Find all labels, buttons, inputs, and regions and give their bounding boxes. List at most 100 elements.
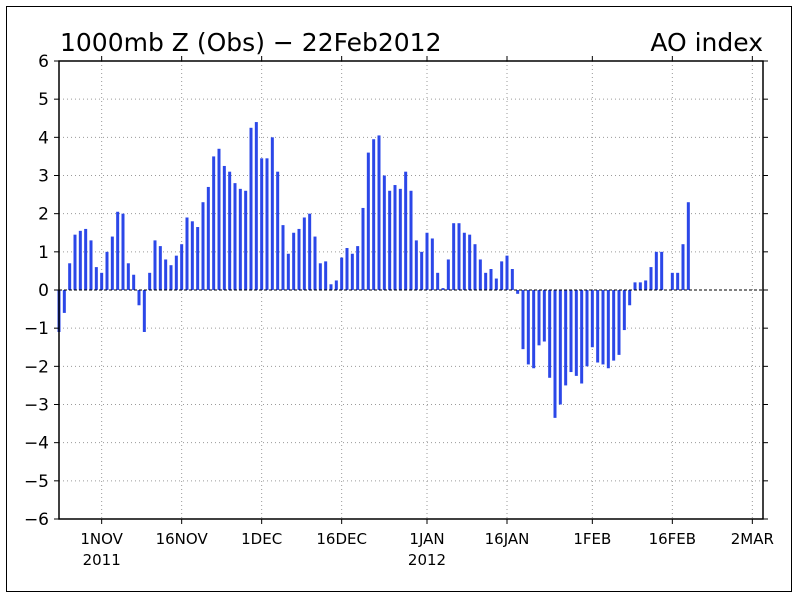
bar [137, 290, 141, 306]
bar [94, 267, 98, 290]
bar [244, 190, 248, 290]
bar [185, 217, 189, 290]
bar [420, 251, 424, 290]
bar [628, 290, 632, 306]
bar [494, 278, 498, 290]
bar [505, 255, 509, 290]
x-tick-label: 1DEC [241, 530, 282, 548]
bar [206, 186, 210, 290]
bar [222, 165, 226, 290]
y-tick-label: 5 [38, 90, 49, 110]
bar [606, 290, 610, 369]
chart-title: 1000mb Z (Obs) − 22Feb2012 [60, 28, 441, 57]
bar [521, 290, 525, 350]
bar [457, 223, 461, 290]
bar [329, 284, 333, 290]
bar [430, 238, 434, 290]
bar [617, 290, 621, 355]
bar [318, 263, 322, 290]
bar [78, 230, 82, 290]
bar [116, 211, 120, 290]
bar [612, 290, 616, 361]
bar [542, 290, 546, 342]
bar [196, 227, 200, 290]
bar [382, 175, 386, 290]
bar [516, 290, 520, 294]
bar [548, 290, 552, 378]
x-tick-label: 2MAR [731, 530, 774, 548]
bar [180, 244, 184, 290]
bar [558, 290, 562, 405]
bar [468, 234, 472, 290]
bar [622, 290, 626, 331]
bar [302, 217, 306, 290]
bar [414, 240, 418, 290]
bar [334, 280, 338, 290]
bar [62, 290, 66, 313]
bar [441, 288, 445, 290]
bar [649, 267, 653, 290]
bar [532, 290, 536, 369]
y-tick-label: 1 [38, 243, 49, 263]
y-tick-label: −1 [24, 319, 49, 339]
bar [590, 290, 594, 348]
y-tick-label: −4 [24, 434, 49, 454]
bar [404, 171, 408, 290]
x-tick-sublabel: 2012 [408, 551, 446, 569]
y-tick-label: −2 [24, 357, 49, 377]
bar [249, 127, 253, 291]
bar [398, 188, 402, 290]
bar [190, 221, 194, 290]
bar [569, 290, 573, 373]
bar [638, 282, 642, 290]
bar [372, 139, 376, 290]
bar [388, 190, 392, 290]
x-tick-label: 16FEB [649, 530, 696, 548]
chart-subtitle: AO index [650, 28, 763, 57]
bar [393, 185, 397, 290]
x-tick-label: 1JAN [409, 530, 444, 548]
y-tick-label: 4 [38, 128, 49, 148]
bar [73, 234, 77, 290]
chart-frame [6, 6, 792, 592]
bar [126, 263, 130, 290]
bar [324, 261, 328, 290]
bar [409, 190, 413, 290]
bar [153, 240, 157, 290]
bar [350, 253, 354, 290]
bar [164, 259, 168, 290]
bar [238, 188, 242, 290]
y-axis: 6 5 4 3 2 1 0 −1 −2 −3 −4 −5 −6 [24, 52, 768, 530]
bar [510, 269, 514, 290]
bar [361, 207, 365, 290]
bar [281, 225, 285, 290]
bar [270, 137, 274, 290]
bar [686, 202, 690, 290]
bar [233, 183, 237, 290]
bar [110, 236, 114, 290]
bar [676, 272, 680, 290]
y-tick-label: 0 [38, 281, 49, 301]
bar [260, 158, 264, 290]
bar [670, 272, 674, 290]
bar [340, 257, 344, 290]
bar [308, 213, 312, 290]
bar [174, 255, 178, 290]
bar [377, 135, 381, 290]
bar [452, 223, 456, 290]
bar [201, 202, 205, 290]
bar [132, 274, 136, 290]
x-axis: 1NOV 2011 16NOV 1DEC 16DEC 1JAN 2012 16JAN 1FEB 1… [80, 56, 774, 569]
bar [276, 171, 280, 290]
bar [297, 228, 301, 290]
bar [580, 290, 584, 384]
bar [526, 290, 530, 365]
bar [564, 290, 568, 386]
bar [100, 272, 104, 290]
y-tick-label: −6 [24, 510, 49, 530]
bar [489, 269, 493, 290]
bar [148, 272, 152, 290]
bar [574, 290, 578, 376]
bar [537, 290, 541, 346]
